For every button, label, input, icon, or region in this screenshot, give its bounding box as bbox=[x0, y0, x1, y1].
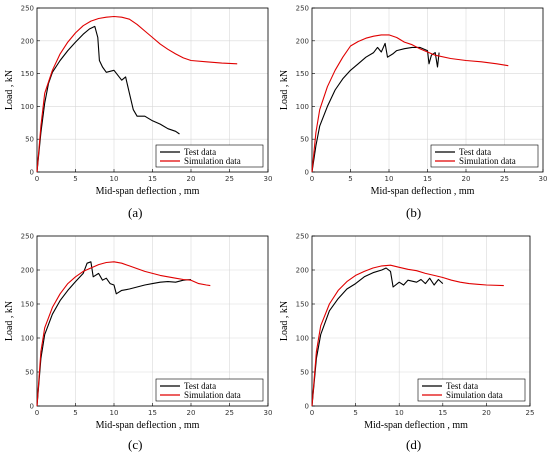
chart-panel-a: 0 5 10 15 20 25 30 0 50 100 150 200 250 Mid-span defl… bbox=[0, 0, 275, 228]
x-tick-label: 20 bbox=[187, 175, 196, 183]
y-tick-label: 250 bbox=[21, 5, 34, 13]
panel-label-b: (b) bbox=[406, 205, 422, 220]
chart-b-svg: 0 5 10 15 20 25 30 0 50 100 150 200 250 Mid-span defl… bbox=[279, 5, 548, 198]
x-tick-label: 5 bbox=[73, 175, 77, 183]
x-tick-label: 20 bbox=[187, 409, 196, 417]
series-line-test-data bbox=[311, 42, 440, 173]
y-axis-title: Load , kN bbox=[279, 70, 290, 110]
x-tick-label: 5 bbox=[348, 175, 352, 183]
x-tick-label: 0 bbox=[310, 409, 314, 417]
y-axis-title: Load , kN bbox=[4, 70, 15, 110]
legend-label: Test data bbox=[459, 147, 491, 157]
x-tick-label: 10 bbox=[110, 175, 119, 183]
x-tick-label: 5 bbox=[73, 409, 77, 417]
x-tick-label: 5 bbox=[353, 409, 357, 417]
x-tick-label: 0 bbox=[35, 409, 39, 417]
x-tick-label: 30 bbox=[264, 175, 273, 183]
x-axis-title: Mid-span deflection , mm bbox=[96, 420, 200, 431]
y-tick-label: 0 bbox=[305, 169, 309, 177]
x-tick-label: 25 bbox=[225, 409, 234, 417]
y-tick-label: 250 bbox=[21, 233, 34, 241]
legend-label: Test data bbox=[184, 381, 216, 391]
series-line-test-data bbox=[36, 25, 180, 173]
y-tick-label: 150 bbox=[296, 70, 309, 78]
panel-label-d: (d) bbox=[406, 437, 422, 452]
y-tick-label: 0 bbox=[30, 169, 34, 177]
y-tick-label: 250 bbox=[296, 5, 309, 13]
x-axis-title: Mid-span deflection , mm bbox=[96, 186, 200, 197]
y-tick-label: 150 bbox=[21, 301, 34, 309]
series-line-simulation-data bbox=[311, 34, 509, 173]
legend-label: Test data bbox=[184, 147, 216, 157]
chart-panel-c: 0 5 10 15 20 25 30 0 50 100 150 200 250 Mid-span defl… bbox=[0, 228, 275, 457]
x-tick-label: 25 bbox=[526, 409, 535, 417]
legend-box bbox=[155, 378, 264, 402]
panel-label-a: (a) bbox=[128, 205, 143, 220]
x-tick-label: 25 bbox=[500, 175, 509, 183]
x-tick-label: 30 bbox=[539, 175, 548, 183]
y-tick-label: 200 bbox=[296, 37, 309, 45]
x-tick-label: 15 bbox=[148, 175, 157, 183]
y-tick-label: 50 bbox=[25, 136, 34, 144]
y-axis-title: Load , kN bbox=[4, 301, 15, 341]
y-tick-label: 250 bbox=[296, 233, 309, 241]
legend-label: Simulation data bbox=[446, 390, 503, 400]
x-axis-title: Mid-span deflection , mm bbox=[364, 420, 468, 431]
y-tick-label: 200 bbox=[21, 37, 34, 45]
y-tick-label: 0 bbox=[305, 403, 309, 411]
plot-frame bbox=[311, 235, 531, 407]
series-line-simulation-data bbox=[36, 261, 211, 407]
x-tick-label: 0 bbox=[35, 175, 39, 183]
chart-a-svg: 0 5 10 15 20 25 30 0 50 100 150 200 250 Mid-span defl… bbox=[4, 5, 273, 198]
series-line-simulation-data bbox=[36, 15, 238, 173]
x-tick-label: 20 bbox=[482, 409, 491, 417]
y-tick-label: 200 bbox=[21, 267, 34, 275]
legend-label: Simulation data bbox=[459, 156, 516, 166]
legend-box bbox=[155, 144, 264, 168]
legend-label: Simulation data bbox=[184, 390, 241, 400]
chart-c-svg: 0 5 10 15 20 25 30 0 50 100 150 200 250 Mid-span defl… bbox=[4, 233, 273, 432]
x-axis-title: Mid-span deflection , mm bbox=[371, 186, 475, 197]
y-tick-label: 50 bbox=[300, 136, 309, 144]
series-line-test-data bbox=[36, 261, 192, 407]
legend-label: Simulation data bbox=[184, 156, 241, 166]
x-tick-label: 15 bbox=[438, 409, 447, 417]
x-tick-label: 15 bbox=[148, 409, 157, 417]
panel-label-c: (c) bbox=[128, 437, 143, 452]
y-tick-label: 200 bbox=[296, 267, 309, 275]
legend-label: Test data bbox=[446, 381, 478, 391]
y-tick-label: 100 bbox=[296, 103, 309, 111]
legend-box bbox=[430, 144, 539, 168]
y-tick-label: 100 bbox=[21, 103, 34, 111]
y-axis-title: Load , kN bbox=[279, 301, 290, 341]
x-tick-label: 10 bbox=[385, 175, 394, 183]
y-tick-label: 100 bbox=[296, 335, 309, 343]
y-tick-label: 150 bbox=[296, 301, 309, 309]
chart-panel-d: 0 5 10 15 20 25 0 50 100 150 200 250 Mid-span deflec… bbox=[275, 228, 550, 457]
x-tick-label: 20 bbox=[462, 175, 471, 183]
x-tick-label: 25 bbox=[225, 175, 234, 183]
x-tick-label: 15 bbox=[423, 175, 432, 183]
y-tick-label: 150 bbox=[21, 70, 34, 78]
series-line-simulation-data bbox=[311, 264, 504, 407]
x-tick-label: 10 bbox=[110, 409, 119, 417]
x-tick-label: 30 bbox=[264, 409, 273, 417]
y-tick-label: 0 bbox=[30, 403, 34, 411]
series-line-test-data bbox=[311, 267, 444, 407]
y-tick-label: 50 bbox=[25, 369, 34, 377]
x-tick-label: 10 bbox=[395, 409, 404, 417]
y-tick-label: 100 bbox=[21, 335, 34, 343]
x-tick-label: 0 bbox=[310, 175, 314, 183]
y-tick-label: 50 bbox=[300, 369, 309, 377]
legend-box bbox=[417, 378, 526, 402]
chart-panel-b: 0 5 10 15 20 25 30 0 50 100 150 200 250 Mid-span defl… bbox=[275, 0, 550, 228]
